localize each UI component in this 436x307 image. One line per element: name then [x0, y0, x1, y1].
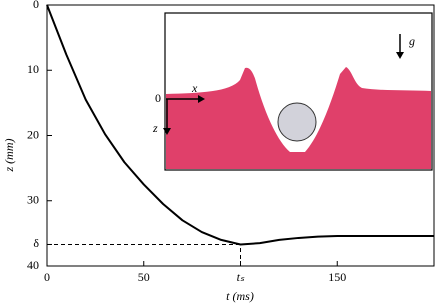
- y-tick-label: δ: [33, 236, 39, 250]
- data-line: [46, 4, 434, 246]
- inset-z-label: z: [152, 121, 158, 135]
- x-tick-label: tₛ: [237, 270, 245, 284]
- inset: x 0 z g: [152, 12, 433, 171]
- x-arrowhead: [198, 95, 205, 103]
- y-axis-label: z (mm): [2, 139, 16, 173]
- g-arrowhead: [396, 52, 404, 59]
- fluid: [166, 67, 431, 169]
- y-tick-label: 20: [27, 127, 39, 141]
- y-tick-label: 40: [27, 258, 39, 272]
- y-tick-label: 0: [33, 0, 39, 11]
- y-tick-label: 10: [27, 62, 39, 76]
- y-tick-label: 30: [27, 193, 39, 207]
- x-tick-label: 0: [44, 270, 50, 284]
- x-tick-label: 150: [328, 270, 346, 284]
- z-arrowhead: [163, 128, 171, 135]
- x-tick-label: 50: [138, 270, 150, 284]
- inset-origin-label: 0: [155, 91, 161, 105]
- x-axis-label: t (ms): [226, 289, 254, 303]
- sphere: [277, 102, 317, 142]
- inset-x-label: x: [191, 81, 198, 95]
- inset-g-label: g: [409, 34, 415, 48]
